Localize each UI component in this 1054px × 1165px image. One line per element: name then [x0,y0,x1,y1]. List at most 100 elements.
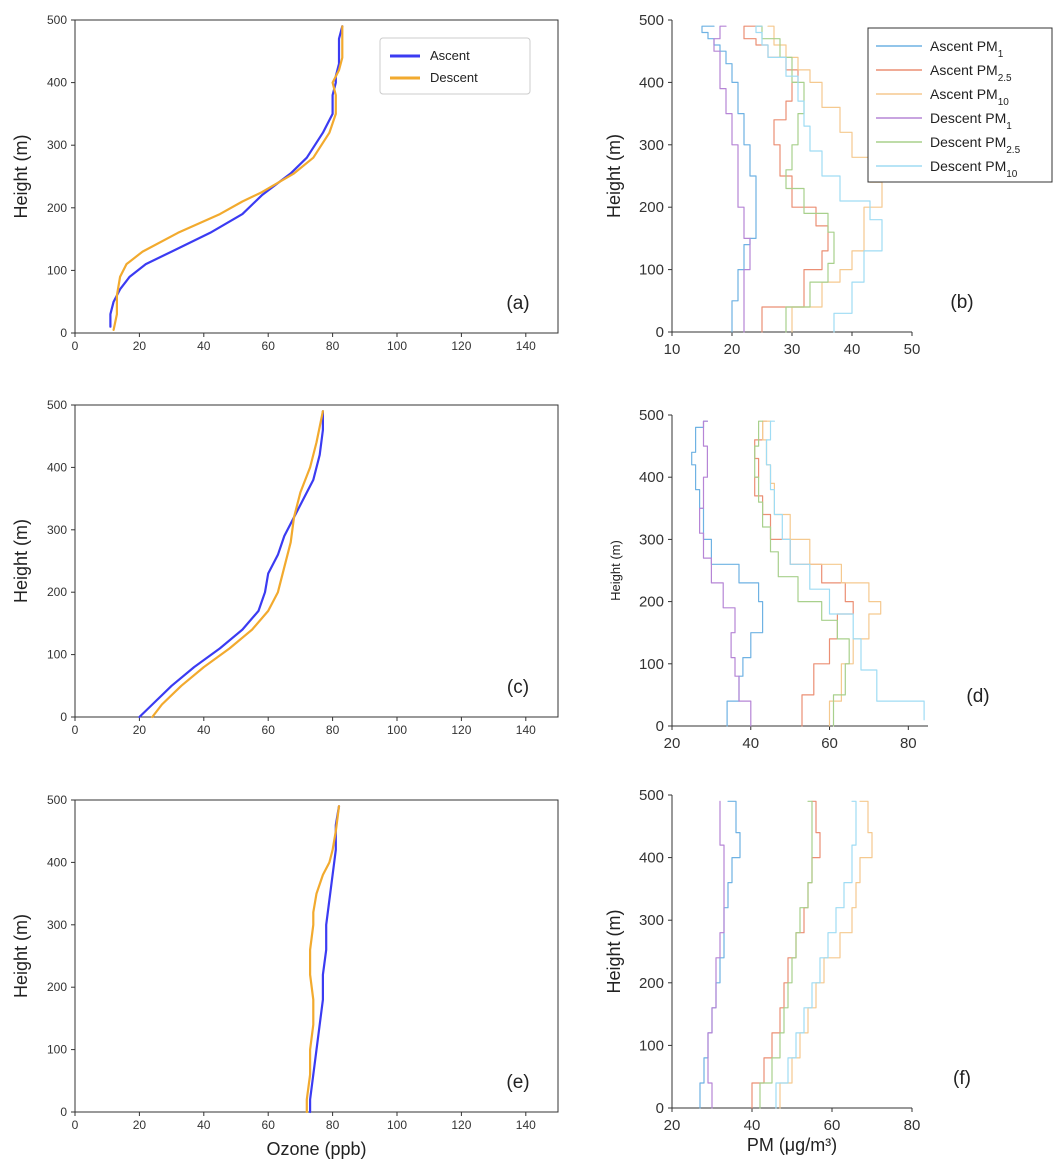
y-tick-label: 400 [47,855,67,869]
y-tick-label: 200 [639,594,664,611]
legend-box [867,27,1053,183]
x-tick-label: 80 [326,723,340,737]
series-line-descent-pm2-5 [759,800,813,1109]
y-tick-label: 0 [60,710,67,724]
plot-frame [74,19,559,334]
y-axis-label: Height (m) [11,134,31,218]
x-tick-label: 60 [262,339,276,353]
x-tick-label: 40 [197,723,211,737]
series-line-ascent-pm2-5 [754,420,854,727]
y-tick-label: 200 [47,980,67,994]
y-axis-label: Height (m) [11,519,31,603]
y-tick-label: 300 [47,523,67,537]
y-tick-label: 0 [60,326,67,340]
panel-f: 20 40 60 80 0 100 200 300 400 500 Height (m) PM (μg… [604,787,971,1155]
legend-subscript: 1 [998,49,1004,60]
y-tick-label: 100 [639,1037,664,1054]
x-tick-label: 100 [387,339,407,353]
y-tick-label: 0 [60,1105,67,1119]
y-tick-label: 0 [656,1100,664,1117]
x-tick-label: 120 [451,339,471,353]
y-tick-label: 100 [639,262,664,279]
legend-subscript: 2.5 [1006,145,1020,156]
legend-box [379,37,531,95]
y-tick-label: 100 [47,263,67,277]
y-tick-label: 300 [639,912,664,929]
y-tick-label: 400 [639,469,664,486]
legend-subscript: 2.5 [998,73,1012,84]
panel-label: (d) [966,686,989,707]
y-tick-label: 300 [639,531,664,548]
x-tick-label: 0 [72,723,79,737]
y-tick-label: 400 [639,850,664,867]
y-tick-label: 300 [47,918,67,932]
y-tick-label: 100 [639,656,664,673]
x-tick-label: 0 [72,1118,79,1132]
x-tick-label: 20 [133,1118,147,1132]
y-axis-label: Height (m) [604,909,624,993]
y-tick-label: 500 [47,793,67,807]
series-line-descent-pm1 [699,420,752,727]
y-tick-label: 500 [639,407,664,424]
plot-frame [74,404,559,718]
plot-frame [74,799,559,1113]
y-tick-label: 500 [639,787,664,804]
y-tick-label: 500 [47,13,67,27]
x-tick-label: 80 [326,339,340,353]
x-tick-label: 40 [744,1117,761,1134]
x-tick-label: 60 [262,1118,276,1132]
x-tick-label: 100 [387,1118,407,1132]
series-line-descent [305,805,341,1114]
series-line-ascent-pm10 [767,25,883,333]
y-axis-label: Height (m) [11,914,31,998]
x-tick-label: 40 [844,341,861,358]
x-tick-label: 120 [451,723,471,737]
y-tick-label: 500 [639,12,664,29]
y-tick-label: 100 [47,648,67,662]
panel-label: (c) [507,677,529,698]
x-tick-label: 120 [451,1118,471,1132]
panel-d: 20 40 60 80 0 100 200 300 400 500 Height (m) (d) [608,407,990,752]
series-line-ascent-pm1 [691,420,764,727]
y-tick-label: 200 [47,201,67,215]
x-tick-label: 60 [821,735,838,752]
series-line-ascent [138,410,324,719]
x-tick-label: 40 [197,1118,211,1132]
series-line-ascent-pm10 [779,800,873,1109]
y-tick-label: 400 [639,74,664,91]
panel-label: (a) [506,293,529,314]
legend-label: Ascent [430,48,470,63]
x-tick-label: 20 [664,1117,681,1134]
y-tick-label: 100 [47,1043,67,1057]
y-tick-label: 500 [47,398,67,412]
y-axis-label: Height (m) [604,134,624,218]
x-tick-label: 80 [326,1118,340,1132]
legend-label: Descent [430,70,478,85]
y-tick-label: 400 [47,460,67,474]
y-tick-label: 300 [639,137,664,154]
series-line-descent-pm1 [707,800,725,1109]
series-line-ascent-pm1 [701,25,757,333]
y-tick-label: 200 [639,199,664,216]
y-tick-label: 0 [656,324,664,341]
x-tick-label: 10 [664,341,681,358]
legend-subscript: 10 [998,97,1010,108]
x-tick-label: 40 [742,735,759,752]
x-tick-label: 100 [387,723,407,737]
series-line-ascent [109,25,344,328]
y-tick-label: 300 [47,138,67,152]
series-line-ascent [309,805,341,1114]
series-line-ascent-pm2-5 [751,800,821,1109]
x-axis-label: Ozone (ppb) [266,1139,366,1159]
x-tick-label: 140 [516,339,536,353]
x-tick-label: 140 [516,723,536,737]
x-tick-label: 50 [904,341,921,358]
x-tick-label: 140 [516,1118,536,1132]
y-tick-label: 400 [47,76,67,90]
series-line-descent-pm10 [775,800,857,1109]
x-tick-label: 60 [824,1117,841,1134]
x-tick-label: 20 [133,339,147,353]
